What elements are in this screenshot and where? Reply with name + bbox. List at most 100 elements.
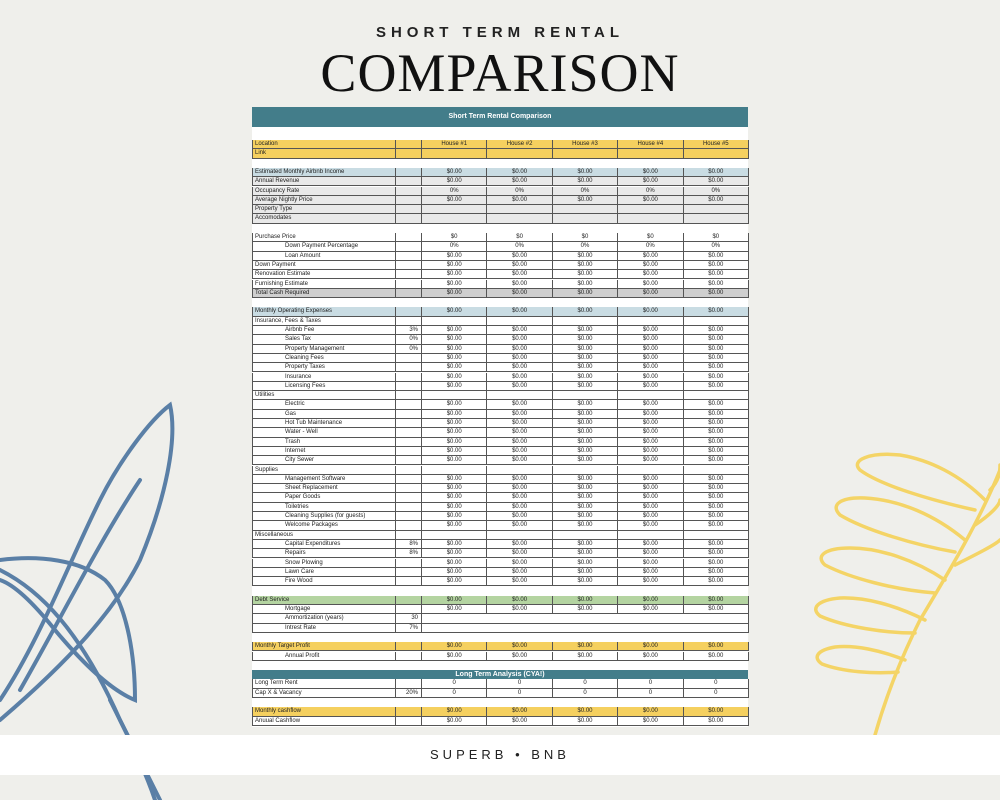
percent-cell[interactable] xyxy=(396,363,422,373)
house-1-cell[interactable]: $0.00 xyxy=(422,344,488,354)
house-4-cell[interactable]: $0.00 xyxy=(618,595,684,605)
house-1-cell[interactable]: $0.00 xyxy=(422,260,488,271)
house-5-cell[interactable]: $0.00 xyxy=(683,549,749,559)
house-1-cell[interactable] xyxy=(422,391,488,401)
percent-cell[interactable] xyxy=(396,177,422,187)
house-5-cell[interactable]: $0.00 xyxy=(683,605,749,615)
house-1-cell[interactable]: 0 xyxy=(422,688,488,698)
house-4-cell[interactable]: $0.00 xyxy=(618,251,684,261)
house-4-cell[interactable] xyxy=(618,530,684,540)
row-label[interactable]: Debt Service xyxy=(253,595,396,605)
house-2-cell[interactable]: $0.00 xyxy=(487,595,553,605)
house-3-cell[interactable]: $0.00 xyxy=(552,549,619,559)
percent-cell[interactable]: 8% xyxy=(396,539,422,550)
house-1-cell[interactable] xyxy=(422,214,488,224)
percent-cell[interactable] xyxy=(396,233,422,243)
row-label[interactable]: Anuual Cashflow xyxy=(253,716,396,726)
row-label[interactable]: Supplies xyxy=(253,465,396,475)
house-3-cell[interactable]: House #3 xyxy=(552,140,619,150)
percent-cell[interactable] xyxy=(396,149,422,159)
percent-cell[interactable] xyxy=(396,270,422,280)
house-2-cell[interactable] xyxy=(487,205,553,215)
house-2-cell[interactable] xyxy=(487,149,553,159)
house-3-cell[interactable]: 0% xyxy=(552,186,619,196)
house-2-cell[interactable]: $0.00 xyxy=(487,363,553,373)
percent-cell[interactable] xyxy=(396,260,422,271)
house-3-cell[interactable]: $0.00 xyxy=(552,353,619,364)
house-1-cell[interactable]: $0.00 xyxy=(422,651,488,661)
row-label[interactable]: Management Software xyxy=(253,474,396,485)
house-5-cell[interactable] xyxy=(683,316,749,326)
house-3-cell[interactable]: $0.00 xyxy=(552,474,619,485)
house-4-cell[interactable]: $0.00 xyxy=(618,353,684,364)
house-1-cell[interactable]: $0.00 xyxy=(422,539,488,550)
house-3-cell[interactable]: $0.00 xyxy=(552,605,619,615)
house-1-cell[interactable]: $0.00 xyxy=(422,177,488,187)
row-label[interactable]: Property Management xyxy=(253,344,396,354)
house-1-cell[interactable]: $0.00 xyxy=(422,307,488,317)
house-4-cell[interactable]: $0.00 xyxy=(618,307,684,317)
house-5-cell[interactable]: $0.00 xyxy=(683,177,749,187)
house-2-cell[interactable]: $0.00 xyxy=(487,474,553,485)
percent-cell[interactable] xyxy=(396,186,422,196)
row-label[interactable]: Electric xyxy=(253,400,396,410)
percent-cell[interactable] xyxy=(396,484,422,494)
house-3-cell[interactable]: $0.00 xyxy=(552,288,619,299)
house-4-cell[interactable]: $0.00 xyxy=(618,484,684,494)
house-2-cell[interactable]: $0.00 xyxy=(487,419,553,429)
row-label[interactable]: Insurance xyxy=(253,372,396,382)
house-4-cell[interactable]: $0.00 xyxy=(618,567,684,578)
house-2-cell[interactable]: $0.00 xyxy=(487,577,553,587)
house-5-cell[interactable]: $0.00 xyxy=(683,363,749,373)
house-2-cell[interactable]: $0.00 xyxy=(487,521,553,531)
percent-cell[interactable] xyxy=(396,465,422,475)
house-1-cell[interactable]: $0.00 xyxy=(422,195,488,206)
house-1-cell[interactable]: $0.00 xyxy=(422,326,488,336)
percent-cell[interactable] xyxy=(396,195,422,206)
percent-cell[interactable] xyxy=(396,353,422,364)
house-1-cell[interactable] xyxy=(422,316,488,326)
house-5-cell[interactable] xyxy=(683,530,749,540)
row-label[interactable]: Paper Goods xyxy=(253,493,396,503)
house-3-cell[interactable]: $0.00 xyxy=(552,512,619,522)
house-1-cell[interactable]: $0.00 xyxy=(422,484,488,494)
house-2-cell[interactable]: $0.00 xyxy=(487,642,553,652)
house-5-cell[interactable]: House #5 xyxy=(683,140,749,150)
percent-cell[interactable] xyxy=(396,316,422,326)
house-2-cell[interactable]: $0.00 xyxy=(487,326,553,336)
house-5-cell[interactable]: $0.00 xyxy=(683,344,749,354)
house-3-cell[interactable] xyxy=(552,316,619,326)
house-4-cell[interactable] xyxy=(618,205,684,215)
house-3-cell[interactable] xyxy=(552,530,619,540)
house-1-cell[interactable]: $0.00 xyxy=(422,400,488,410)
percent-cell[interactable] xyxy=(396,605,422,615)
row-label[interactable]: Snow Plowing xyxy=(253,558,396,568)
house-3-cell[interactable]: $0.00 xyxy=(552,363,619,373)
house-4-cell[interactable] xyxy=(618,391,684,401)
percent-cell[interactable] xyxy=(396,288,422,299)
house-2-cell[interactable]: $0.00 xyxy=(487,307,553,317)
house-1-cell[interactable] xyxy=(422,149,488,159)
house-5-cell[interactable]: 0% xyxy=(683,186,749,196)
house-4-cell[interactable]: $0.00 xyxy=(618,335,684,345)
house-4-cell[interactable]: $0.00 xyxy=(618,539,684,550)
house-2-cell[interactable]: $0.00 xyxy=(487,288,553,299)
house-4-cell[interactable]: $0.00 xyxy=(618,279,684,289)
house-5-cell[interactable]: $0.00 xyxy=(683,521,749,531)
house-5-cell[interactable] xyxy=(683,205,749,215)
house-1-cell[interactable]: 0% xyxy=(422,186,488,196)
house-2-cell[interactable]: $0.00 xyxy=(487,353,553,364)
house-1-cell[interactable]: $0.00 xyxy=(422,251,488,261)
percent-cell[interactable] xyxy=(396,558,422,568)
row-label[interactable]: Hot Tub Maintenance xyxy=(253,419,396,429)
house-2-cell[interactable] xyxy=(487,391,553,401)
house-4-cell[interactable] xyxy=(618,214,684,224)
house-1-cell[interactable]: $0.00 xyxy=(422,363,488,373)
row-label[interactable]: Loan Amount xyxy=(253,251,396,261)
house-1-cell[interactable]: $0.00 xyxy=(422,419,488,429)
house-1-cell[interactable]: $0.00 xyxy=(422,409,488,419)
house-1-cell[interactable]: $0.00 xyxy=(422,456,488,466)
house-5-cell[interactable] xyxy=(683,214,749,224)
row-label[interactable]: Furnishing Estimate xyxy=(253,279,396,289)
row-label[interactable]: Lawn Care xyxy=(253,567,396,578)
